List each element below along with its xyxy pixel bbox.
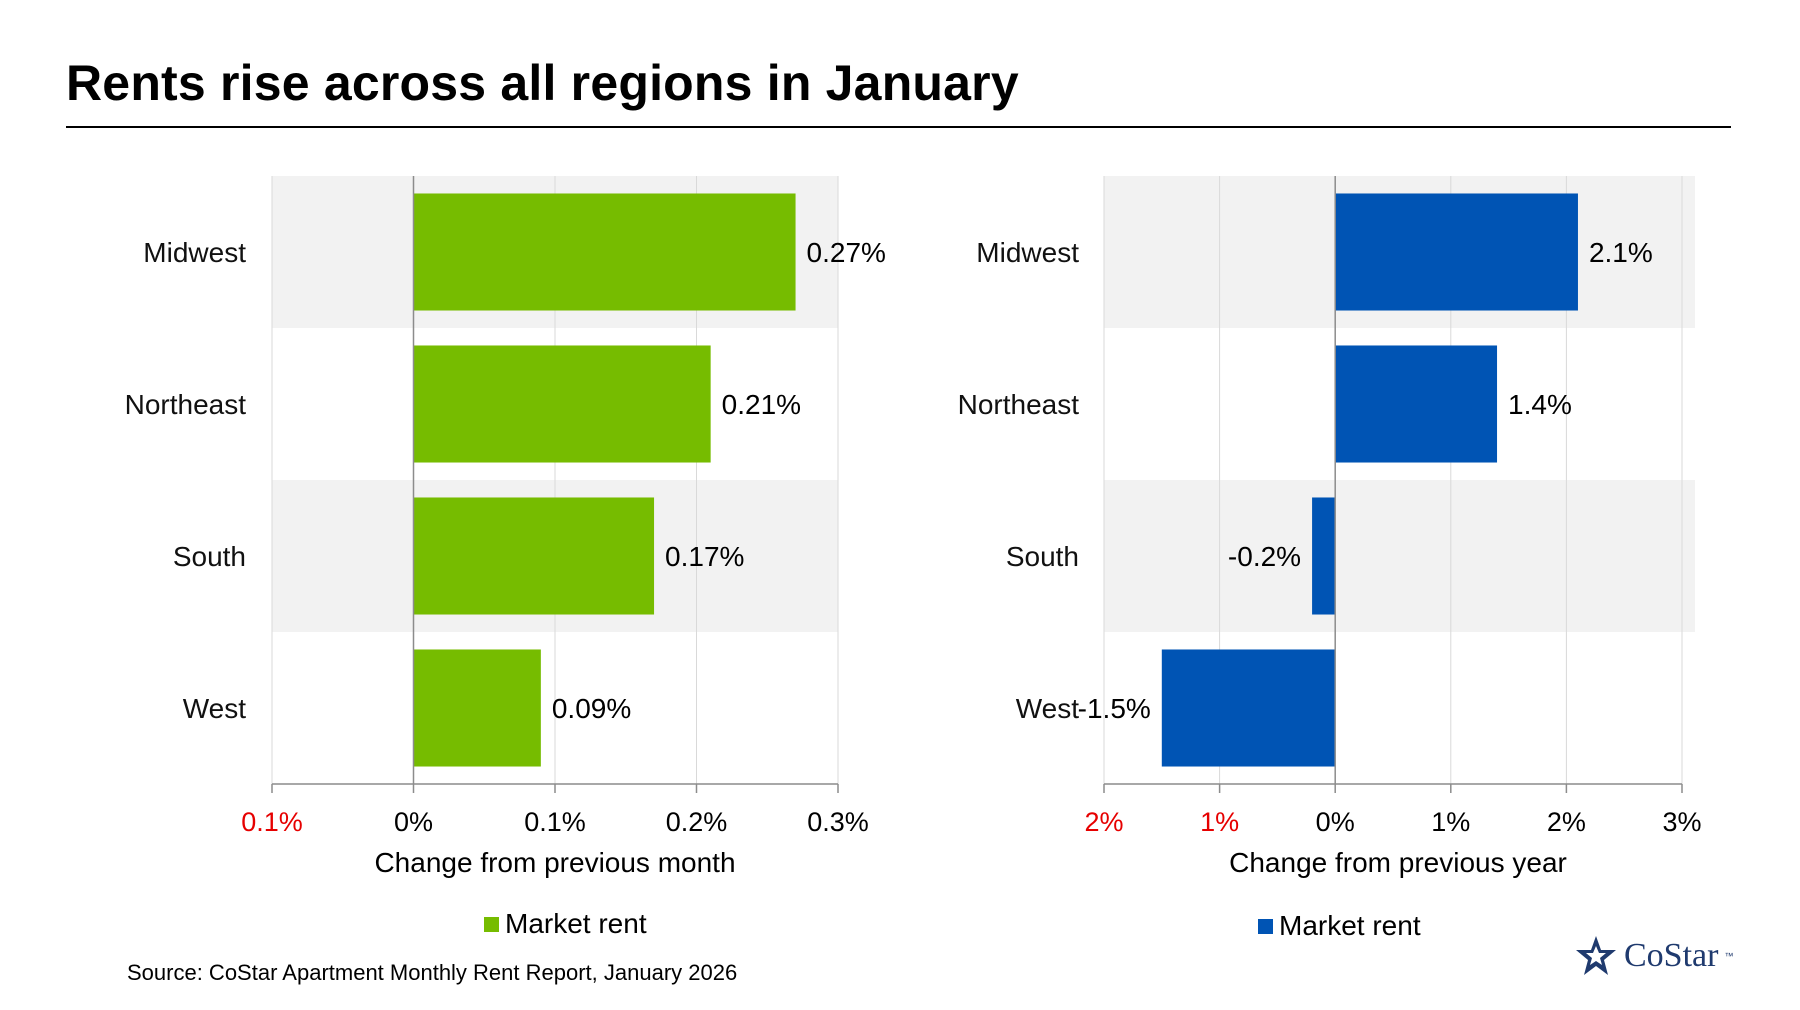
- x-tick-label: 2%: [1547, 807, 1586, 837]
- category-label: Northeast: [958, 389, 1080, 420]
- x-tick-label: 2%: [1084, 807, 1123, 837]
- bar: [1335, 345, 1498, 463]
- legend-month: Market rent: [484, 908, 647, 940]
- category-label: West: [183, 693, 246, 724]
- bar: [413, 345, 711, 463]
- page-title: Rents rise across all regions in January: [66, 55, 1019, 111]
- x-tick-label: 0%: [394, 807, 433, 837]
- row-band: [1104, 480, 1695, 632]
- bar-value-label: 0.09%: [552, 693, 631, 724]
- category-label: Northeast: [125, 389, 247, 420]
- bar-value-label: 0.27%: [807, 237, 886, 268]
- title-rule: [66, 126, 1731, 128]
- x-tick-label: 1%: [1431, 807, 1470, 837]
- category-label: West: [1016, 693, 1079, 724]
- bar-value-label: 0.17%: [665, 541, 744, 572]
- brand-name: CoStar: [1624, 937, 1719, 974]
- x-tick-label: 0.1%: [524, 807, 586, 837]
- bar-value-label: -1.5%: [1078, 693, 1151, 724]
- bar: [1161, 649, 1336, 767]
- x-axis-title: Change from previous year: [1229, 847, 1567, 878]
- legend-swatch: [484, 916, 499, 932]
- brand-tm: ™: [1724, 951, 1734, 961]
- bar: [413, 649, 541, 767]
- x-tick-label: 0.1%: [241, 807, 303, 837]
- x-axis-title: Change from previous month: [374, 847, 735, 878]
- legend-year: Market rent: [1258, 910, 1421, 942]
- costar-star-icon: [1576, 936, 1616, 975]
- bar: [1335, 193, 1578, 311]
- x-tick-label: 0.2%: [666, 807, 728, 837]
- x-tick-label: 0%: [1316, 807, 1355, 837]
- legend-label: Market rent: [505, 908, 647, 939]
- legend-swatch: [1258, 918, 1273, 934]
- bar-value-label: -0.2%: [1228, 541, 1301, 572]
- bar-value-label: 2.1%: [1589, 237, 1653, 268]
- bar-value-label: 1.4%: [1508, 389, 1572, 420]
- x-tick-label: 0.3%: [807, 807, 869, 837]
- x-tick-label: 1%: [1200, 807, 1239, 837]
- bar: [413, 193, 796, 311]
- bar: [413, 497, 655, 615]
- category-label: South: [1006, 541, 1079, 572]
- x-tick-label: 3%: [1662, 807, 1701, 837]
- source-note: Source: CoStar Apartment Monthly Rent Re…: [127, 960, 738, 985]
- costar-logo: CoStar ™: [1574, 934, 1733, 978]
- category-label: Midwest: [976, 237, 1079, 268]
- legend-label: Market rent: [1279, 910, 1421, 941]
- category-label: Midwest: [143, 237, 246, 268]
- category-label: South: [173, 541, 246, 572]
- bar-value-label: 0.21%: [722, 389, 801, 420]
- bar: [1312, 497, 1336, 615]
